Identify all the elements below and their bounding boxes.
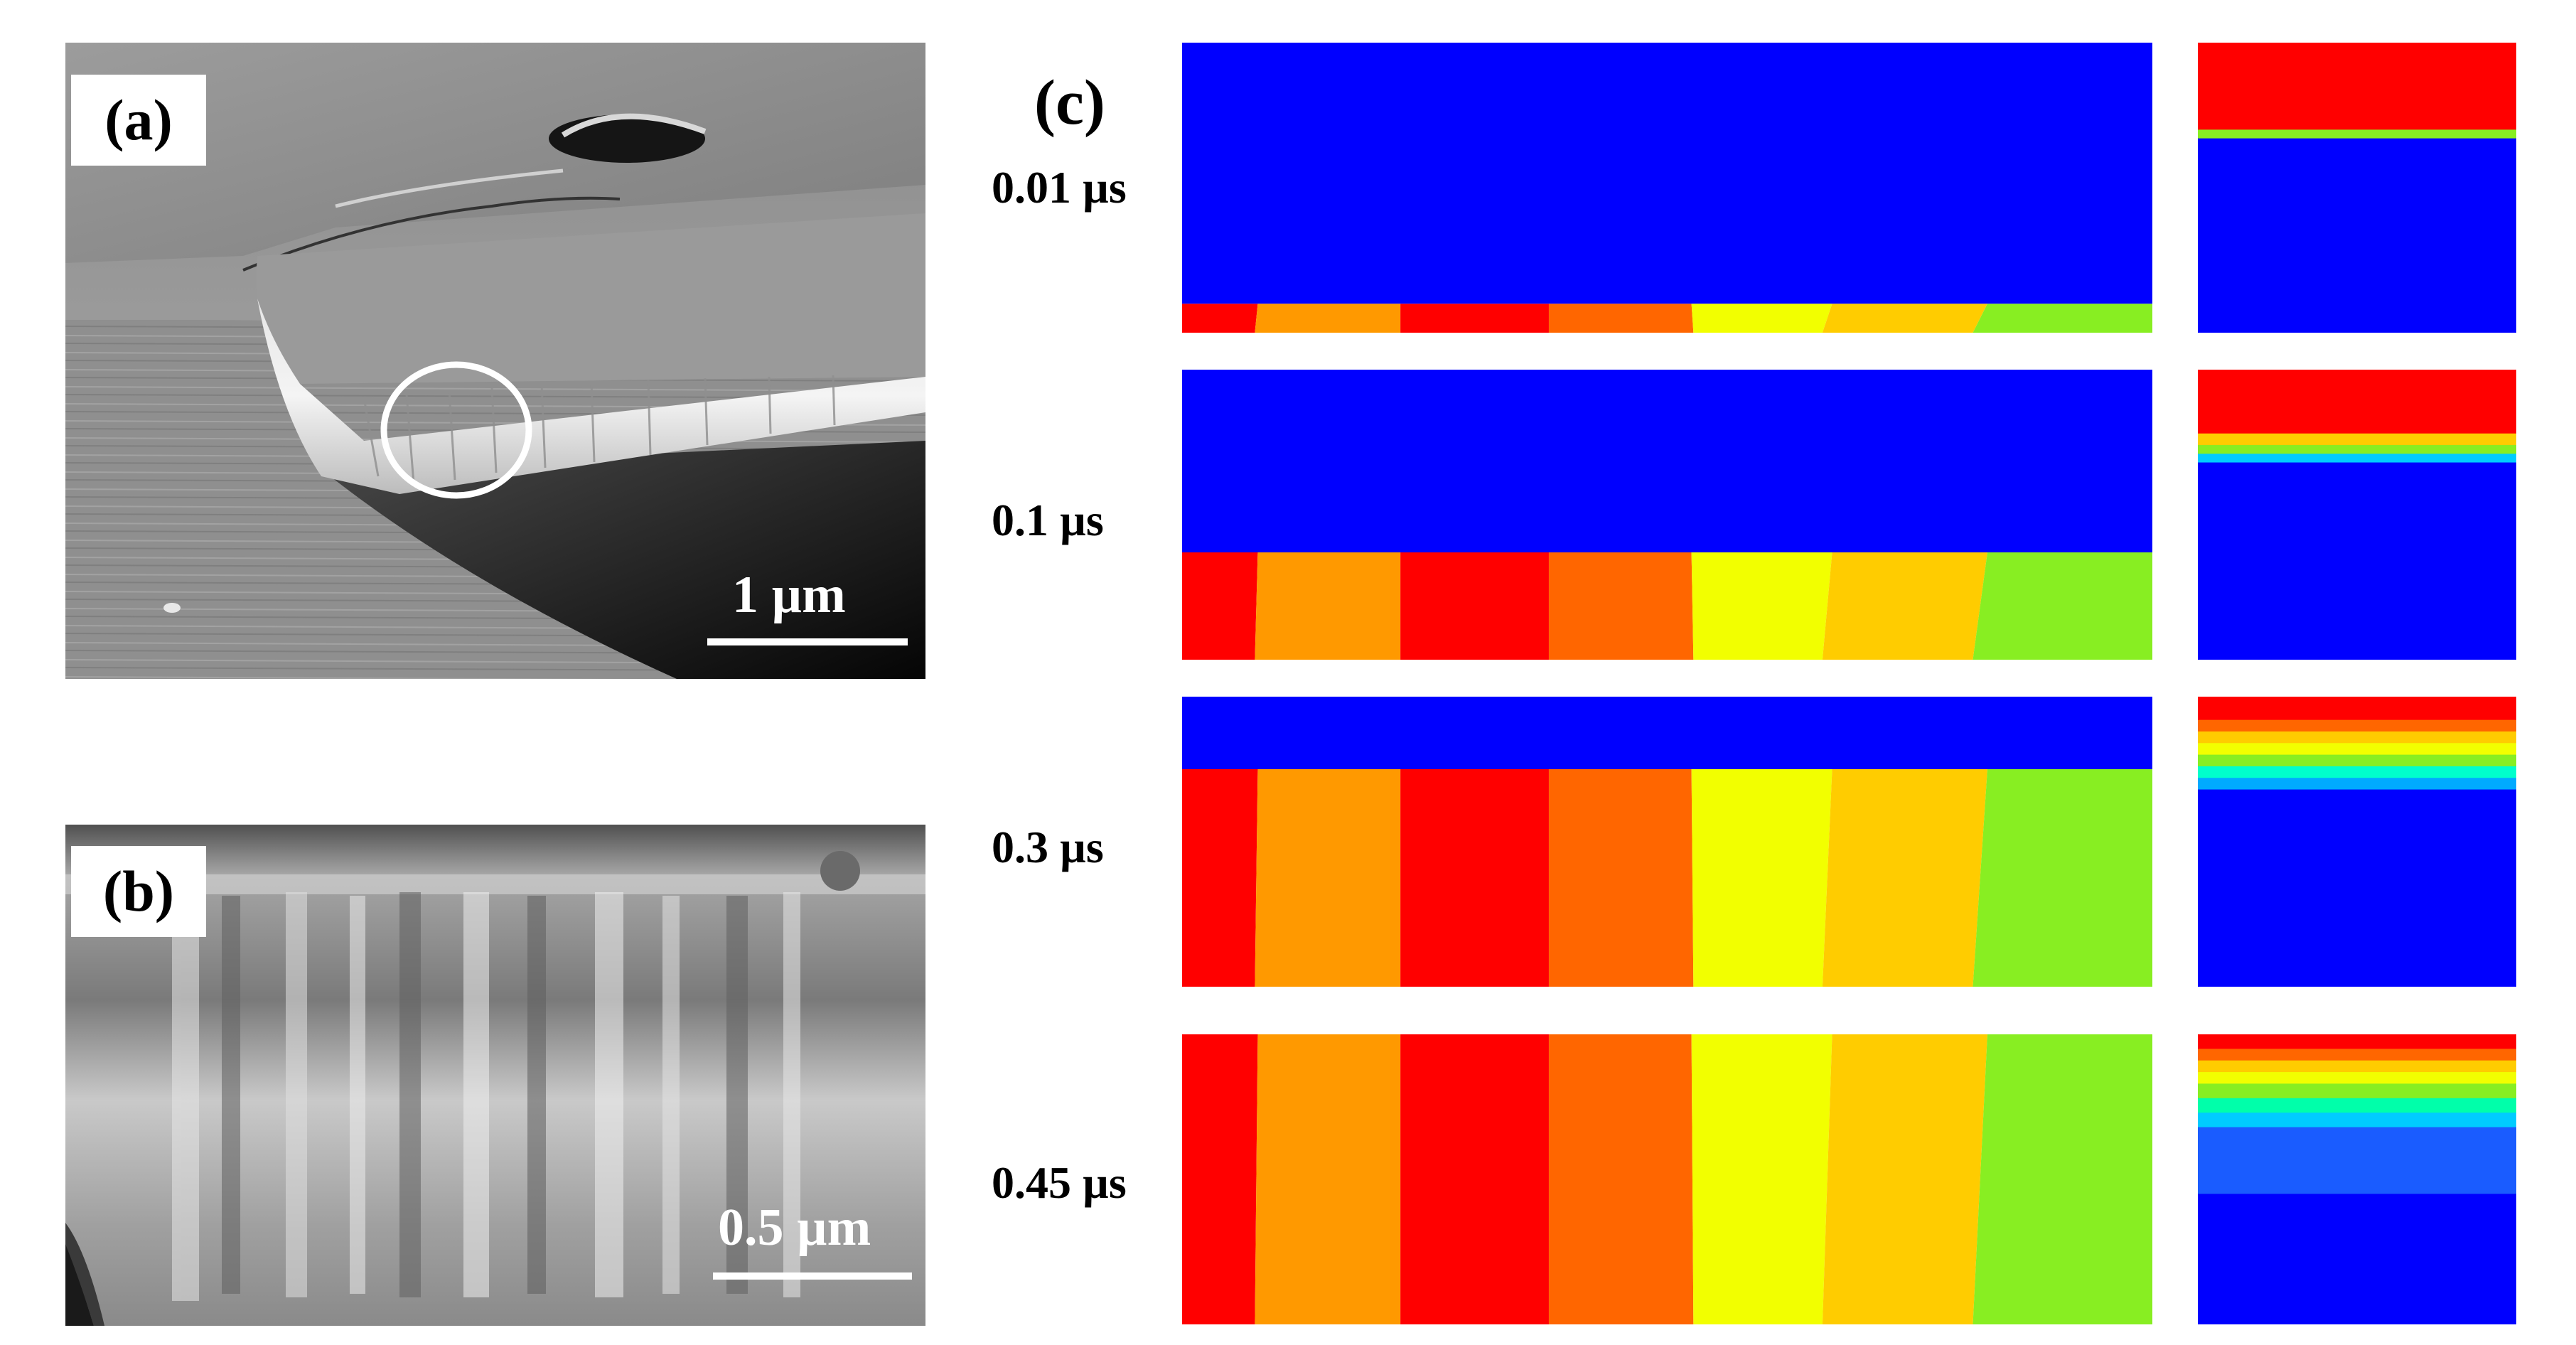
profile-band [2198, 697, 2516, 721]
grain-region [1548, 552, 1694, 660]
grain-region [1973, 304, 2152, 333]
profile-band [2198, 433, 2516, 446]
phase-profile-row [2198, 1034, 2516, 1324]
grain-region [1255, 769, 1401, 987]
grain-map-row [1182, 43, 2152, 333]
profile-band [2198, 1060, 2516, 1073]
grain-region [1691, 552, 1832, 660]
grain-region [1182, 1034, 1258, 1324]
grain-map-row [1182, 697, 2152, 987]
profile-band [2198, 454, 2516, 463]
profile-band [2198, 789, 2516, 987]
profile-band [2198, 1083, 2516, 1099]
panel-c-tag: (c) [1034, 68, 1105, 138]
profile-band [2198, 138, 2516, 333]
liquid-region [1182, 43, 2152, 304]
grain-region [1255, 552, 1401, 660]
grain-region [1973, 769, 2152, 987]
grain-region [1182, 552, 1258, 660]
profile-band [2198, 1194, 2516, 1324]
grain-region [1822, 304, 1987, 333]
profile-band [2198, 370, 2516, 434]
grain-region [1822, 769, 1987, 987]
scale-bar-label-a: 1 µm [732, 566, 846, 624]
grain-region [1691, 304, 1832, 333]
grain-region [1973, 1034, 2152, 1324]
liquid-region [1182, 697, 2152, 769]
liquid-region [1182, 370, 2152, 553]
sem-image-a [65, 43, 925, 679]
phase-profile-row [2198, 43, 2516, 333]
profile-band [2198, 43, 2516, 130]
profile-band [2198, 743, 2516, 756]
grain-region [1400, 769, 1549, 987]
profile-band [2198, 731, 2516, 744]
grain-map-row [1182, 1034, 2152, 1324]
phase-profile-row [2198, 697, 2516, 987]
profile-band [2198, 1098, 2516, 1113]
grain-region [1400, 304, 1549, 333]
profile-band [2198, 445, 2516, 454]
scale-bar-a [707, 638, 908, 645]
sem-image-b [65, 825, 925, 1326]
time-label: 0.45 µs [992, 1157, 1127, 1208]
grain-region [1548, 1034, 1694, 1324]
scale-bar-label-b: 0.5 µm [718, 1199, 871, 1257]
profile-band [2198, 1034, 2516, 1049]
grain-region [1255, 304, 1401, 333]
profile-band [2198, 1113, 2516, 1128]
grain-region [1548, 304, 1694, 333]
profile-band [2198, 766, 2516, 778]
panel-b-tag: (b) [71, 846, 206, 937]
grain-region [1822, 552, 1987, 660]
time-label: 0.1 µs [992, 495, 1104, 545]
grain-region [1182, 304, 1258, 333]
grain-region [1691, 1034, 1832, 1324]
grain-region [1822, 1034, 1987, 1324]
grain-region [1400, 552, 1549, 660]
profile-band [2198, 778, 2516, 791]
grain-region [1182, 769, 1258, 987]
profile-band [2198, 462, 2516, 660]
profile-band [2198, 129, 2516, 139]
profile-band [2198, 1127, 2516, 1194]
profile-band [2198, 719, 2516, 732]
scale-bar-b [713, 1272, 912, 1280]
profile-band [2198, 1072, 2516, 1084]
time-label: 0.01 µs [992, 162, 1127, 213]
grain-region [1691, 769, 1832, 987]
grain-map-row [1182, 370, 2152, 660]
profile-band [2198, 1049, 2516, 1061]
profile-band [2198, 754, 2516, 767]
grain-region [1548, 769, 1694, 987]
grain-region [1255, 1034, 1401, 1324]
phase-profile-row [2198, 370, 2516, 660]
panel-a-tag: (a) [71, 75, 206, 166]
time-label: 0.3 µs [992, 822, 1104, 872]
grain-region [1400, 1034, 1549, 1324]
grain-region [1973, 552, 2152, 660]
